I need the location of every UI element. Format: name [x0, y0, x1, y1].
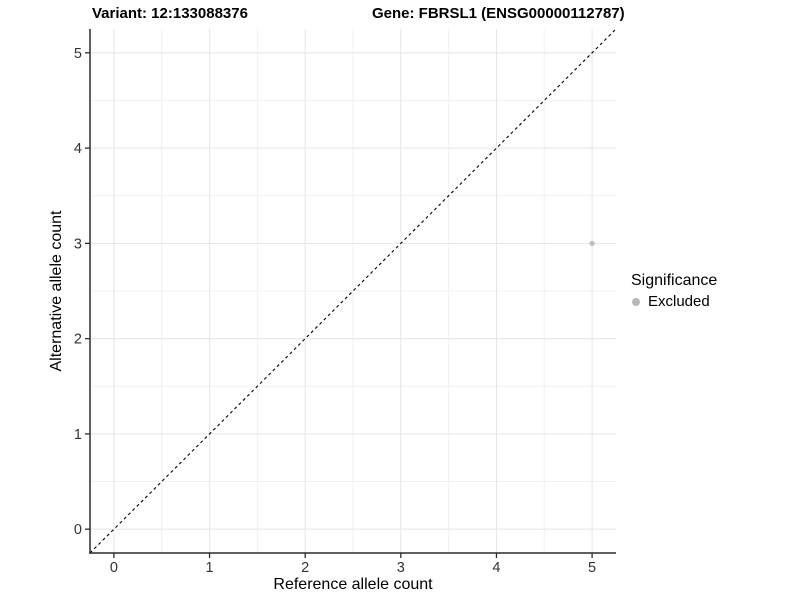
x-axis-title: Reference allele count [273, 576, 433, 593]
identity-dashed-line [89, 28, 617, 554]
legend-point-icon [632, 298, 640, 306]
data-point [589, 240, 595, 246]
y-tick-label: 4 [74, 141, 82, 157]
x-tick-label: 3 [397, 560, 405, 576]
x-tick-label: 0 [110, 560, 118, 576]
legend-title: Significance [631, 272, 718, 289]
y-tick-label: 0 [74, 522, 82, 538]
x-tick-label: 2 [301, 560, 309, 576]
y-tick-label: 2 [74, 332, 82, 348]
x-tick-label: 1 [206, 560, 214, 576]
legend: Significance Excluded [631, 271, 717, 311]
x-tick-label: 4 [492, 560, 500, 576]
legend-item-label: Excluded [648, 293, 710, 310]
variant-title: Variant: 12:133088376 [92, 5, 248, 22]
y-tick-label: 3 [74, 236, 82, 252]
gene-title: Gene: FBRSL1 (ENSG00000112787) [372, 5, 625, 22]
y-tick-label: 1 [74, 427, 82, 443]
x-tick-label: 5 [588, 560, 596, 576]
y-axis-title: Alternative allele count [48, 210, 65, 372]
y-tick-label: 5 [74, 46, 82, 62]
legend-item-excluded: Excluded [632, 293, 717, 311]
